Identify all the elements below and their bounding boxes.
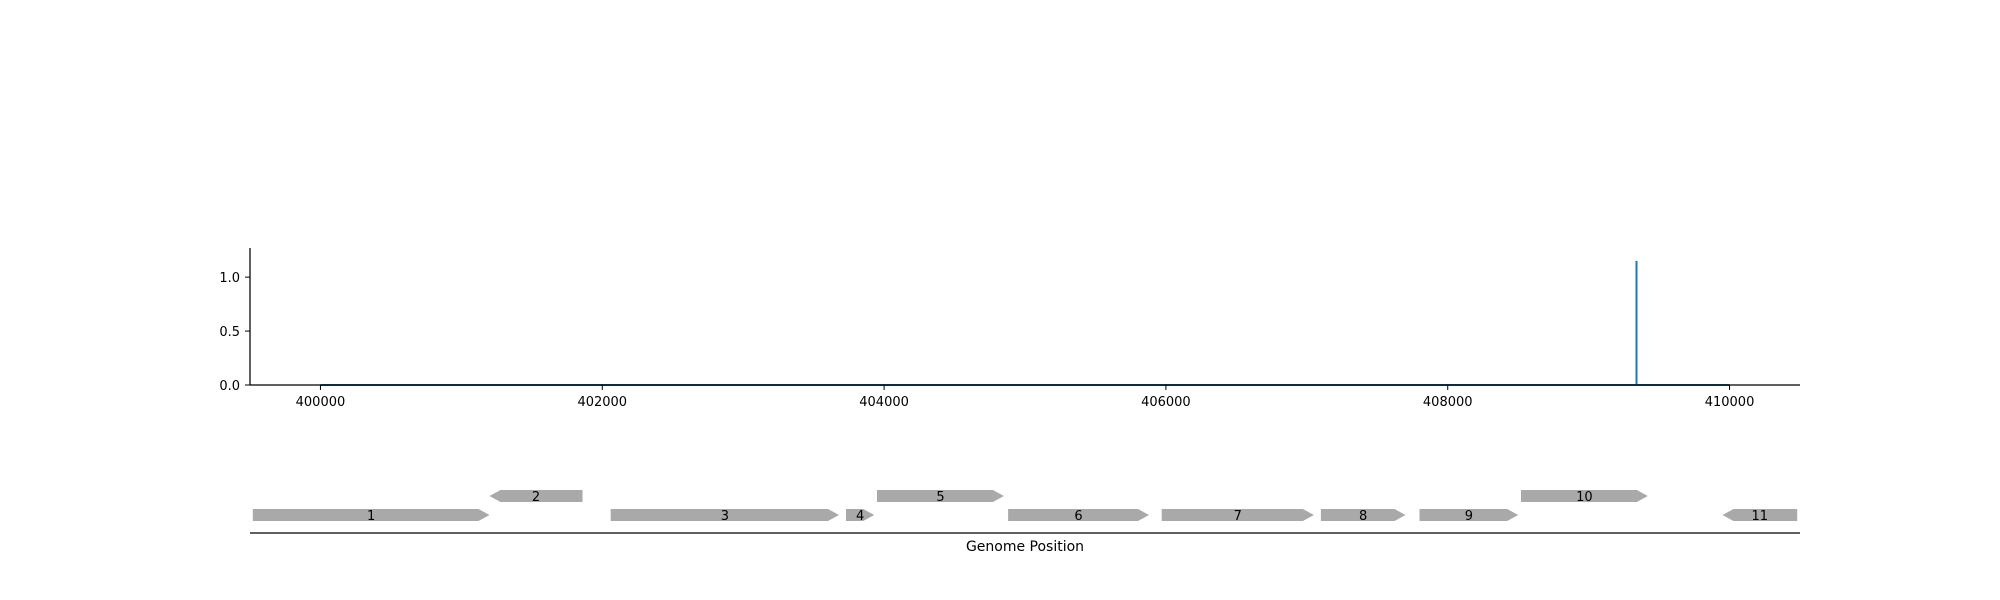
gene-label: 3 [721,509,729,524]
gene-arrow [846,509,875,521]
gene-label: 2 [532,490,540,505]
gene-arrow [610,509,839,521]
gene-label: 7 [1234,509,1242,524]
coverage-series-group [320,260,1730,386]
x-tick-label: 400000 [296,395,346,410]
x-tick-label: 402000 [577,395,627,410]
gene-arrow [1320,509,1406,521]
gene-label: 8 [1359,509,1367,524]
coverage-plot: 400000 402000 404000 406000 408000 410000 0.0… [219,248,1800,410]
gene-arrow [252,509,490,521]
y-tick-label: 1.0 [219,271,240,286]
y-ticks: 0.0 0.5 1.0 [219,271,250,394]
gene-arrow [489,490,583,502]
x-ticks: 400000 402000 404000 406000 408000 410000 [296,385,1755,410]
gene-label: 9 [1465,509,1473,524]
track-x-axis-label: Genome Position [966,539,1084,555]
gene-track: 1 2 3 4 5 6 7 8 9 10 11 Genome Position [250,490,1800,555]
gene-label: 5 [936,490,944,505]
gene-label: 10 [1576,490,1593,505]
gene-arrow [1008,509,1149,521]
gene-arrow [1161,509,1314,521]
gene-label: 1 [367,509,375,524]
genes-group: 1 2 3 4 5 6 7 8 9 10 11 [252,490,1798,524]
gene-arrow [1722,509,1798,521]
gene-arrow [1521,490,1648,502]
gene-label: 4 [856,509,864,524]
gene-arrow [877,490,1004,502]
x-tick-label: 410000 [1705,395,1755,410]
x-tick-label: 408000 [1423,395,1473,410]
gene-arrow [1419,509,1519,521]
coverage-line [320,260,1730,386]
y-tick-label: 0.0 [219,379,240,394]
x-tick-label: 406000 [1141,395,1191,410]
x-tick-label: 404000 [859,395,909,410]
gene-label: 11 [1752,509,1769,524]
gene-label: 6 [1074,509,1082,524]
y-tick-label: 0.5 [219,325,240,340]
